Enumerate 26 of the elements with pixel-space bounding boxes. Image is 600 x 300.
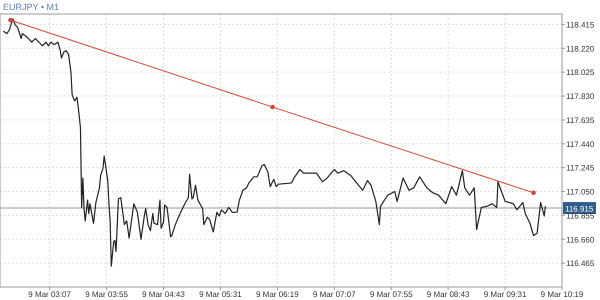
y-tick-label: 117.245 [566,164,595,173]
x-tick-label: 9 Mar 07:55 [370,290,414,299]
x-tick-label: 9 Mar 03:07 [28,290,72,299]
y-tick-label: 116.855 [566,211,595,220]
chart-title: EURJPY • M1 [3,2,59,12]
y-tick-label: 117.635 [566,116,595,125]
point [8,18,13,22]
y-tick-label: 116.660 [566,235,595,244]
x-tick-label: 9 Mar 05:31 [199,290,242,299]
point [270,104,275,110]
y-tick-label: 118.025 [566,68,595,78]
y-tick-label: 116.465 [566,259,595,268]
x-tick-label: 9 Mar 03:55 [85,290,128,299]
x-tick-label: 9 Mar 07:07 [312,290,356,299]
x-tick-label: 9 Mar 09:31 [484,290,527,299]
y-tick-label: 117.830 [566,92,595,102]
ref-line-label: 116.915 [565,204,594,214]
x-tick-label: 9 Mar 10:19 [540,290,584,299]
x-tick-label: 9 Mar 06:19 [256,290,300,299]
y-tick-label: 117.440 [566,140,595,149]
x-tick-label: 9 Mar 08:43 [426,290,470,299]
x-tick-label: 9 Mar 04:43 [142,290,186,299]
y-tick-label: 117.050 [566,188,595,197]
y-tick-label: 118.415 [566,20,595,30]
point [531,190,536,196]
y-tick-label: 118.220 [566,44,595,54]
